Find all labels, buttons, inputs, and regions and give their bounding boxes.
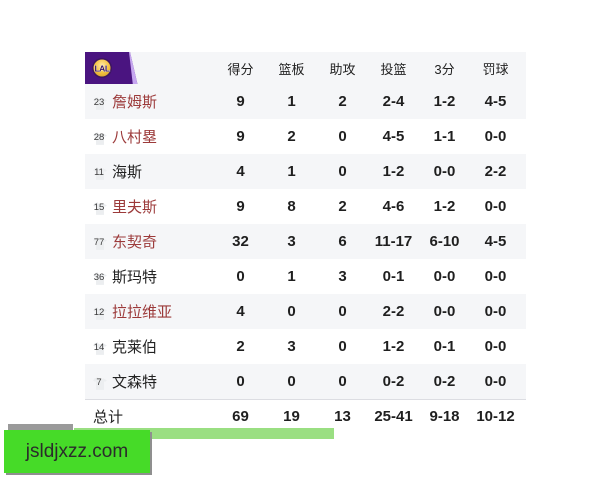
svg-text:LAL: LAL [94,64,109,74]
